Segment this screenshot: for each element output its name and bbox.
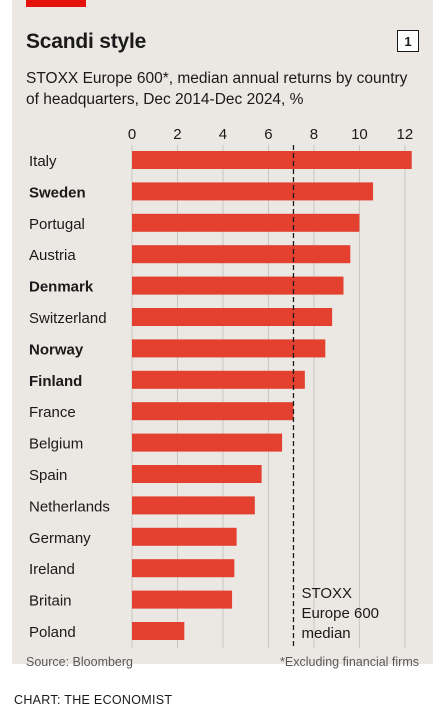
category-label: Ireland — [29, 561, 75, 578]
accent-bar — [26, 0, 86, 7]
median-reference-label: STOXX — [301, 585, 352, 602]
category-label: Austria — [29, 247, 76, 264]
bar — [132, 245, 351, 264]
x-tick-label: 2 — [173, 126, 181, 143]
bar — [132, 276, 344, 295]
bar-chart: 0 2 4 6 8 10 12 Italy Sweden Portugal Austria Denma… — [29, 126, 414, 648]
x-tick-label: 0 — [128, 126, 136, 143]
category-label: Italy — [29, 153, 57, 170]
chart-title: Scandi style — [26, 30, 147, 53]
source-note: Source: Bloomberg — [26, 655, 134, 669]
category-label: Finland — [29, 373, 82, 390]
x-tick-label: 4 — [219, 126, 227, 143]
category-label: Norway — [29, 341, 84, 358]
category-label: France — [29, 404, 76, 421]
bar — [132, 590, 233, 609]
bar — [132, 370, 305, 389]
category-label: Germany — [29, 530, 91, 547]
bar — [132, 308, 333, 326]
category-label: Switzerland — [29, 310, 107, 327]
bar — [132, 402, 294, 421]
category-label: Britain — [29, 593, 72, 610]
chart-credit: CHART: THE ECONOMIST — [14, 693, 173, 707]
bar — [132, 182, 374, 201]
chart-number-badge: 1 — [397, 30, 419, 52]
category-label: Spain — [29, 467, 67, 484]
category-label: Poland — [29, 624, 76, 641]
chart-subtitle: STOXX Europe 600*, median annual returns… — [26, 70, 408, 108]
x-tick-label: 10 — [351, 126, 368, 143]
category-label: Portugal — [29, 216, 85, 233]
category-label: Denmark — [29, 279, 94, 296]
bar — [132, 433, 283, 452]
category-label: Sweden — [29, 184, 86, 201]
median-reference-label: median — [301, 625, 350, 642]
x-tick-label: 6 — [264, 126, 272, 143]
footnote: *Excluding financial firms — [280, 655, 419, 669]
bar — [132, 496, 255, 515]
bar — [132, 465, 262, 483]
bar — [132, 213, 360, 232]
category-label: Belgium — [29, 436, 83, 453]
bar — [132, 622, 185, 640]
x-tick-label: 12 — [397, 126, 414, 143]
bar — [132, 559, 235, 578]
bar — [132, 339, 326, 358]
x-tick-label: 8 — [310, 126, 318, 143]
category-label: Netherlands — [29, 498, 110, 515]
bar — [132, 527, 237, 546]
median-reference-label: Europe 600 — [301, 605, 379, 622]
bar — [132, 151, 412, 169]
